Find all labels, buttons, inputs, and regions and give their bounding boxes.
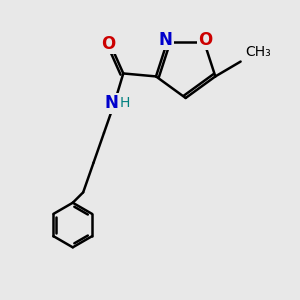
Text: N: N: [159, 31, 173, 49]
Text: O: O: [101, 35, 116, 53]
Text: CH₃: CH₃: [245, 45, 271, 58]
Text: O: O: [198, 31, 213, 49]
Text: H: H: [120, 96, 130, 110]
Text: N: N: [104, 94, 118, 112]
